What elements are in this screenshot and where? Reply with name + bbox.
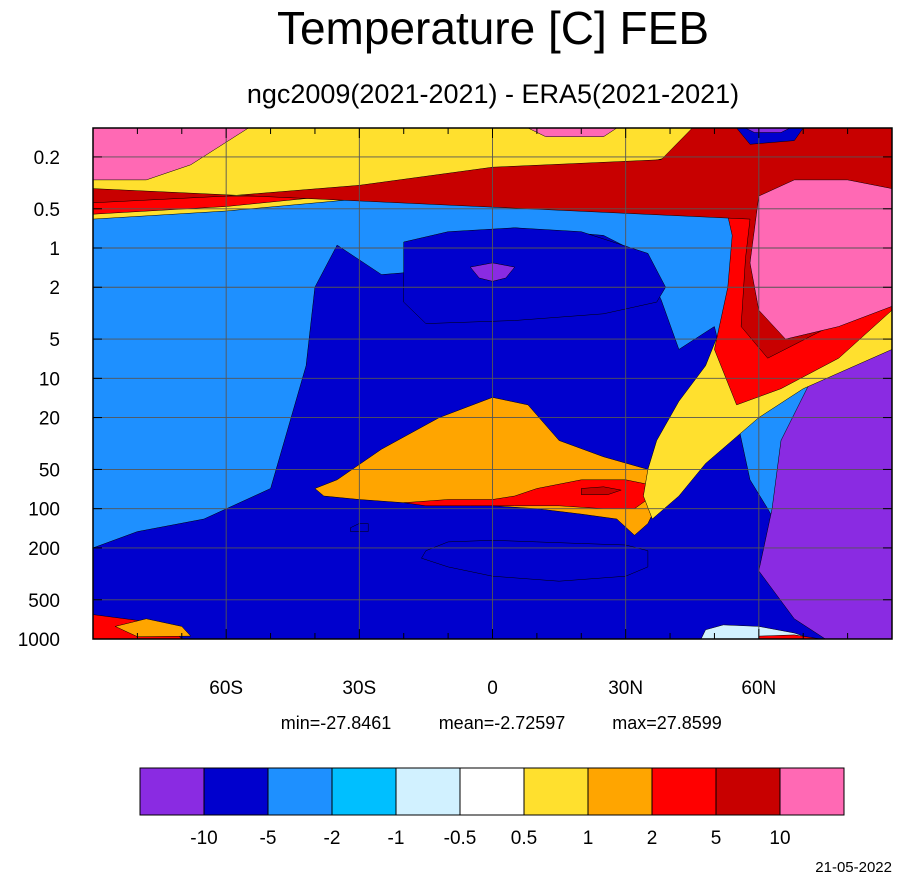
colorbar-swatch [331, 767, 397, 816]
contour-region [749, 179, 892, 340]
colorbar-swatch [587, 767, 653, 816]
colorbar-swatch [523, 767, 589, 816]
colorbar: -10 -5 -2 -1 -0.5 0.5 1 2 5 10 [139, 767, 845, 849]
x-tick-label: 60N [741, 678, 776, 699]
colorbar-label: 0.5 [511, 828, 537, 849]
y-tick-label: 20 [39, 409, 60, 430]
contour-region [93, 128, 249, 181]
y-tick-label: 1 [49, 239, 60, 260]
colorbar-label: -10 [190, 828, 217, 849]
chart-subtitle: ngc2009(2021-2021) - ERA5(2021-2021) [247, 79, 739, 109]
chart-title: Temperature [C] FEB [277, 2, 709, 54]
plot-area [93, 128, 892, 639]
stat-min: min=-27.8461 [281, 713, 392, 733]
y-tick-label: 0.5 [34, 200, 60, 221]
y-axis: 0.2 0.5 1 2 5 10 20 50 100 200 500 1000 [18, 148, 892, 651]
y-tick-label: 1000 [18, 630, 60, 651]
colorbar-label: -1 [388, 828, 405, 849]
colorbar-swatch [139, 767, 205, 816]
stat-max: max=27.8599 [612, 713, 722, 733]
colorbar-swatch [395, 767, 461, 816]
contour-region [745, 128, 791, 133]
contour-region [421, 540, 649, 582]
y-tick-label: 10 [39, 369, 60, 390]
colorbar-label: 10 [769, 828, 790, 849]
colorbar-label: 5 [711, 828, 722, 849]
contour-region [93, 128, 892, 359]
x-tick-label: 60S [209, 678, 243, 699]
colorbar-swatch [779, 767, 845, 816]
x-axis: 60S 30S 0 30N 60N [136, 128, 849, 699]
y-tick-label: 50 [39, 460, 60, 481]
colorbar-label: -2 [324, 828, 341, 849]
contour-region [527, 128, 618, 137]
x-tick-label: 30N [608, 678, 643, 699]
y-tick-label: 100 [28, 500, 60, 521]
date-stamp: 21-05-2022 [815, 859, 892, 876]
x-tick-label: 30S [342, 678, 376, 699]
colorbar-swatch [651, 767, 717, 816]
y-tick-label: 0.2 [34, 148, 60, 169]
colorbar-swatch [203, 767, 269, 816]
contour-region [114, 618, 191, 637]
contour-region [581, 486, 622, 495]
colorbar-swatch [459, 767, 525, 816]
colorbar-swatch [715, 767, 781, 816]
colorbar-label: -5 [260, 828, 277, 849]
grid-lines [93, 128, 892, 640]
colorbar-label: -0.5 [444, 828, 477, 849]
y-tick-label: 500 [28, 591, 60, 612]
stats-line: min=-27.8461 mean=-2.72597 max=27.8599 [281, 713, 722, 733]
colorbar-swatch [267, 767, 333, 816]
colorbar-label: 2 [647, 828, 658, 849]
y-tick-label: 2 [49, 278, 60, 299]
colorbar-label: 1 [583, 828, 594, 849]
contour-region [403, 227, 666, 324]
y-tick-label: 5 [49, 330, 60, 351]
stat-mean: mean=-2.72597 [439, 713, 566, 733]
y-tick-label: 200 [28, 539, 60, 560]
contour-fills [93, 128, 892, 639]
x-tick-label: 0 [487, 678, 498, 699]
